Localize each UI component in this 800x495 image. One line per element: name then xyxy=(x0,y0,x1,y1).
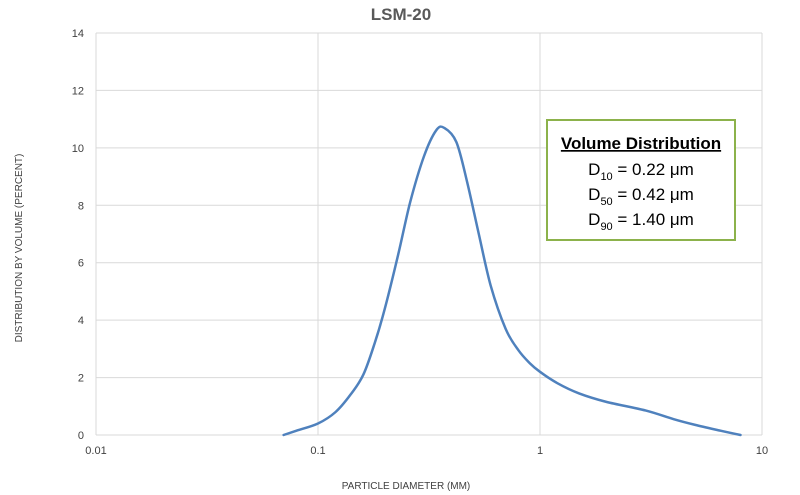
d90-value: = 1.40 μm xyxy=(613,210,694,229)
y-tick-label: 8 xyxy=(78,200,84,212)
annotation-d90: D90 = 1.40 μm xyxy=(588,210,694,233)
d90-symbol: D xyxy=(588,210,600,229)
d50-value: = 0.42 μm xyxy=(613,185,694,204)
y-tick-label: 4 xyxy=(78,315,84,327)
series-layer xyxy=(282,125,742,437)
d10-value: = 0.22 μm xyxy=(613,160,694,179)
d50-subscript: 50 xyxy=(600,196,612,208)
x-tick-label: 0.01 xyxy=(85,445,106,457)
x-axis-ticks: 0.01 0.1 1 10 xyxy=(85,445,768,457)
y-axis-ticks: 0 2 4 6 8 10 12 14 xyxy=(72,28,84,442)
grid xyxy=(95,32,763,436)
y-tick-label: 6 xyxy=(78,258,84,270)
y-tick-label: 2 xyxy=(78,373,84,385)
y-axis-label: DISTRIBUTION BY VOLUME (PERCENT) xyxy=(14,154,25,343)
y-tick-label: 14 xyxy=(72,28,84,40)
d10-subscript: 10 xyxy=(600,171,612,183)
annotation-d50: D50 = 0.42 μm xyxy=(588,185,694,208)
d10-symbol: D xyxy=(588,160,600,179)
y-tick-label: 10 xyxy=(72,143,84,155)
chart-title: LSM-20 xyxy=(371,5,431,24)
x-tick-label: 1 xyxy=(537,445,543,457)
x-axis-label: PARTICLE DIAMETER (MM) xyxy=(342,481,471,492)
x-tick-label: 0.1 xyxy=(310,445,325,457)
series-line xyxy=(282,125,742,437)
annotation-box xyxy=(546,119,736,241)
y-tick-label: 12 xyxy=(72,85,84,97)
x-tick-label: 10 xyxy=(756,445,768,457)
y-tick-label: 0 xyxy=(78,430,84,442)
volume-distribution-annotation: Volume Distribution D10 = 0.22 μm D50 = … xyxy=(546,119,736,241)
annotation-d10: D10 = 0.22 μm xyxy=(588,160,694,183)
annotation-heading: Volume Distribution xyxy=(561,134,721,153)
d50-symbol: D xyxy=(588,185,600,204)
d90-subscript: 90 xyxy=(600,221,612,233)
